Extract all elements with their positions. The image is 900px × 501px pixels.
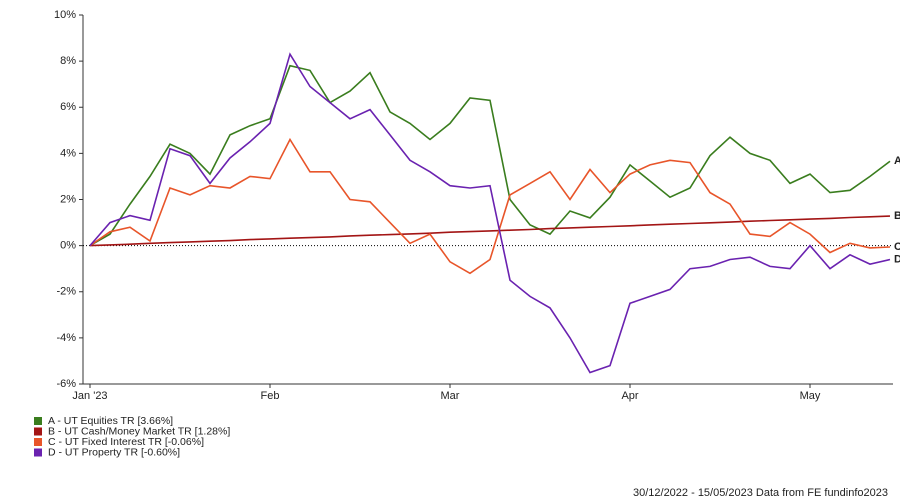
y-tick-label: -2%	[56, 286, 76, 298]
x-tick-label: Feb	[261, 390, 280, 402]
end-tag: C	[894, 241, 900, 253]
y-tick-label: 6%	[60, 101, 76, 113]
x-tick-label: May	[800, 390, 821, 402]
legend-label: A - UT Equities TR [3.66%]	[48, 415, 173, 427]
legend-swatch	[34, 427, 42, 436]
y-tick-label: 8%	[60, 55, 76, 67]
legend-label: B - UT Cash/Money Market TR [1.28%]	[48, 425, 230, 437]
legend-label: C - UT Fixed Interest TR [-0.06%]	[48, 436, 204, 448]
end-tag: A	[894, 155, 900, 167]
legend-swatch	[34, 438, 42, 446]
legend-label: D - UT Property TR [-0.60%]	[48, 446, 180, 458]
series-line	[89, 215, 891, 247]
x-tick-label: Mar	[441, 390, 460, 402]
y-tick-label: 2%	[60, 193, 76, 205]
x-tick-label: Apr	[621, 390, 638, 402]
y-tick-label: 4%	[60, 147, 76, 159]
legend-swatch	[34, 417, 42, 425]
y-tick-label: 0%	[60, 240, 76, 252]
end-tag: D	[894, 253, 900, 265]
end-tag: B	[894, 210, 900, 222]
series-line	[89, 64, 891, 247]
x-tick-label: Jan '23	[72, 390, 107, 402]
y-tick-label: -4%	[56, 332, 76, 344]
y-tick-label: -6%	[56, 378, 76, 390]
legend-swatch	[34, 448, 42, 457]
series-line	[89, 52, 891, 374]
series-line	[89, 137, 891, 275]
footer: 30/12/2022 - 15/05/2023 Data from FE fun…	[633, 487, 888, 499]
y-tick-label: 10%	[54, 9, 76, 21]
